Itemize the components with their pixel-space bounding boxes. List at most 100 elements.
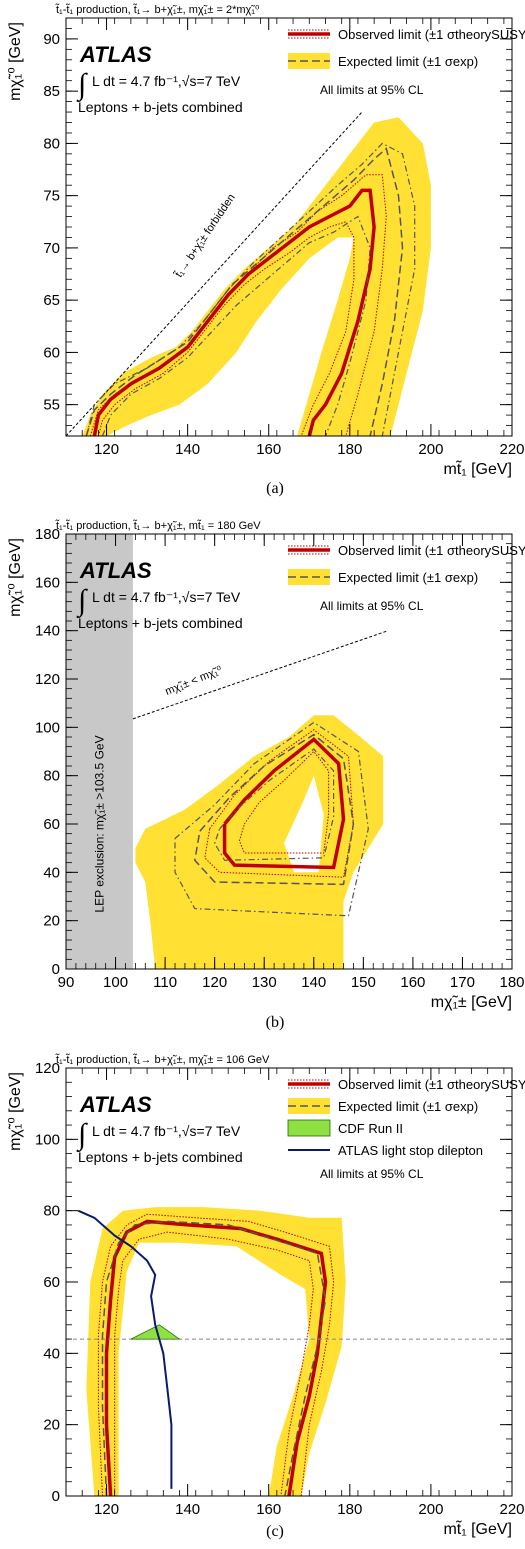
x-tick-label: 140 [175, 1501, 200, 1518]
legend-expected-band [288, 53, 330, 69]
x-tick-label: 140 [175, 441, 200, 458]
plot-frame [65, 533, 513, 970]
expected-sigma-band [86, 1207, 346, 1496]
y-tick-label: 100 [35, 1131, 60, 1148]
x-tick-label: 180 [499, 974, 524, 991]
integral-sign: ∫ [76, 584, 88, 619]
cl-note: All limits at 95% CL [320, 83, 424, 97]
x-tick-label: 160 [256, 441, 281, 458]
legend-label: Expected limit (±1 σexp) [338, 570, 478, 585]
atlas-label: ATLAS [79, 1092, 152, 1117]
y-tick-label: 80 [43, 768, 60, 785]
legend-label: Observed limit (±1 σtheorySUSY) [338, 1077, 525, 1092]
y-tick-label: 55 [43, 397, 60, 414]
expected-sigma-band [135, 715, 384, 969]
luminosity-label: L dt = 4.7 fb⁻¹,√s=7 TeV [92, 1123, 241, 1139]
series-obs-band-line [97, 221, 355, 436]
atlas-label: ATLAS [79, 558, 152, 583]
x-tick-label: 160 [400, 974, 425, 991]
x-tick-label: 120 [94, 1501, 119, 1518]
y-tick-label: 180 [35, 526, 60, 543]
luminosity-label: L dt = 4.7 fb⁻¹,√s=7 TeV [92, 589, 241, 605]
legend-symbol [287, 1119, 331, 1137]
plot-area [66, 1207, 512, 1496]
y-tick-label: 60 [43, 816, 60, 833]
atlas-label: ATLAS [79, 42, 152, 67]
y-tick-label: 80 [43, 1203, 60, 1220]
legend-label: Expected limit (±1 σexp) [338, 54, 478, 69]
chart-panel-a: 120 140 160 180 200 220 55 60 65 70 75 80 85 90 t̃₁-t̃… [7, 3, 525, 497]
legend-label: CDF Run II [338, 1121, 403, 1136]
luminosity-label: L dt = 4.7 fb⁻¹,√s=7 TeV [92, 73, 241, 89]
series-expected-line [101, 1220, 327, 1496]
x-tick-label: 220 [499, 1501, 524, 1518]
y-tick-label: 20 [43, 1417, 60, 1434]
kinematic-limit-line [66, 111, 363, 436]
y-axis-label: mχ̃₁⁰ [GeV] [7, 1072, 24, 1151]
channel-label: Leptons + b-jets combined [78, 99, 243, 115]
y-tick-label: 20 [43, 913, 60, 930]
figure-caption: (b) [266, 1014, 285, 1031]
x-axis-label: mt̃₁ [GeV] [443, 1519, 512, 1538]
annotation-text: t̃₁→ b+χ̃₁± forbidden [172, 192, 238, 281]
x-tick-label: 90 [58, 974, 75, 991]
series-exp-band-line [214, 748, 335, 861]
x-tick-label: 200 [418, 441, 443, 458]
series-exp-band-line [85, 142, 416, 436]
series-exp-band-line [174, 721, 369, 917]
series-expected-line [193, 733, 355, 886]
y-tick-label: 120 [35, 1060, 60, 1077]
lep-exclusion-region [66, 534, 133, 969]
x-axis-label: mχ̃₁± [GeV] [431, 994, 512, 1011]
x-tick-label: 150 [351, 974, 376, 991]
series-obs-band-line [238, 750, 330, 854]
figure-caption: (a) [266, 480, 284, 497]
y-tick-label: 160 [35, 574, 60, 591]
legend-expected-band [288, 569, 330, 585]
y-tick-label: 40 [43, 864, 60, 881]
x-tick-label: 110 [153, 974, 177, 991]
kinematic-limit-line [132, 630, 389, 720]
y-axis-label: mχ̃₁⁰ [GeV] [7, 22, 24, 101]
y-tick-label: 60 [43, 344, 60, 361]
x-tick-label: 120 [94, 441, 119, 458]
figure-caption: (c) [266, 1523, 284, 1540]
plot-area [66, 534, 389, 969]
y-tick-label: 85 [43, 83, 60, 100]
legend-expected-band [288, 1098, 330, 1114]
series-observed-line [92, 188, 376, 436]
legend-symbol [288, 53, 330, 69]
x-tick-label: 140 [301, 974, 326, 991]
expected-sigma-band [82, 117, 431, 436]
y-tick-label: 70 [43, 240, 60, 257]
lep-exclusion-label: LEP exclusion: mχ̃₁± >103.5 GeV [92, 735, 106, 912]
chart-title: t̃₁-t̃₁ production, t̃₁→ b+χ̃₁±, mχ̃₁± =… [55, 3, 260, 16]
y-tick-label: 80 [43, 135, 60, 152]
legend-symbol [288, 545, 330, 555]
legend-symbol [288, 29, 330, 39]
integral-sign: ∫ [76, 68, 88, 103]
x-axis-label: mt̃₁ [GeV] [443, 459, 512, 478]
y-tick-label: 120 [35, 671, 60, 688]
plot-area [66, 111, 431, 436]
chart-panel-b: 90 100 110 120 130 140 150 160 170 180 0 20 40 60 80 10… [7, 519, 525, 1031]
y-axis-label: mχ̃₁⁰ [GeV] [7, 538, 24, 617]
channel-label: Leptons + b-jets combined [78, 1149, 243, 1165]
y-tick-label: 40 [43, 1345, 60, 1362]
y-tick-label: 140 [35, 623, 60, 640]
annotation-text: mχ̃₁± < mχ̃₁⁰ [164, 664, 225, 698]
x-tick-label: 120 [202, 974, 227, 991]
y-tick-label: 60 [43, 1274, 60, 1291]
y-tick-label: 0 [52, 961, 60, 978]
chart-panel-c: 120 140 160 180 200 220020406080100120t̃₁-t̃₁… [7, 1053, 525, 1540]
legend-symbol [288, 1079, 330, 1089]
chart-title: t̃₁-t̃₁ production, t̃₁→ b+χ̃₁±, mt̃₁ = … [55, 519, 262, 532]
x-tick-label: 180 [337, 441, 362, 458]
y-tick-label: 65 [43, 292, 60, 309]
series-expected-line [85, 147, 404, 436]
y-tick-label: 90 [43, 31, 60, 48]
legend-label: Expected limit (±1 σexp) [338, 1099, 478, 1114]
cdf-region [130, 1324, 181, 1340]
series-exp-band-line [101, 215, 371, 436]
